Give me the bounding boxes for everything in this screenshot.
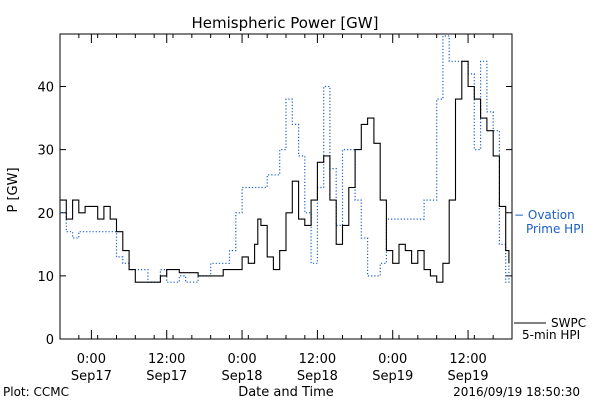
footer-plot-credit: Plot: CCMC — [3, 385, 69, 399]
y-axis-label: P [GW] — [6, 167, 21, 212]
series-layer — [60, 35, 510, 283]
y-tick-label: 30 — [37, 144, 54, 159]
footer-timestamp: 2016/09/19 18:50:30 — [453, 385, 580, 399]
series-swpc-line — [60, 60, 510, 283]
y-axis-ticks: 0 10 20 30 40 — [37, 81, 512, 348]
x-tick-date-label: Sep18 — [222, 369, 263, 384]
x-tick-date-label: Sep19 — [372, 369, 413, 384]
x-tick-label: 0:00 — [77, 352, 106, 367]
x-tick-label: 12:00 — [299, 352, 336, 367]
legend-ovation-line2: Prime HPI — [526, 222, 584, 236]
legend-swpc-line1: SWPC — [551, 316, 586, 330]
x-tick-label: 0:00 — [378, 352, 407, 367]
x-tick-label: 12:00 — [148, 352, 185, 367]
chart-title: Hemispheric Power [GW] — [192, 14, 379, 32]
y-tick-label: 10 — [37, 270, 54, 285]
plot-frame — [59, 33, 513, 340]
legend-ovation-line1: − Ovation — [514, 208, 575, 222]
y-tick-label: 0 — [46, 333, 54, 348]
legend-swpc-line2: 5-min HPI — [522, 328, 580, 342]
x-tick-label: 12:00 — [449, 352, 486, 367]
y-tick-label: 20 — [37, 207, 54, 222]
y-tick-label: 40 — [37, 81, 54, 96]
series-ovation-line — [60, 35, 510, 283]
x-tick-date-label: Sep17 — [146, 369, 187, 384]
x-axis-label: Date and Time — [238, 385, 334, 400]
x-tick-date-label: Sep17 — [71, 369, 112, 384]
x-tick-date-label: Sep18 — [297, 369, 338, 384]
x-tick-label: 0:00 — [227, 352, 256, 367]
x-axis-ticks: 0:00 Sep17 12:00 Sep17 0:00 Sep18 12:00 Sep18 0:… — [59, 34, 513, 384]
x-tick-date-label: Sep19 — [448, 369, 489, 384]
